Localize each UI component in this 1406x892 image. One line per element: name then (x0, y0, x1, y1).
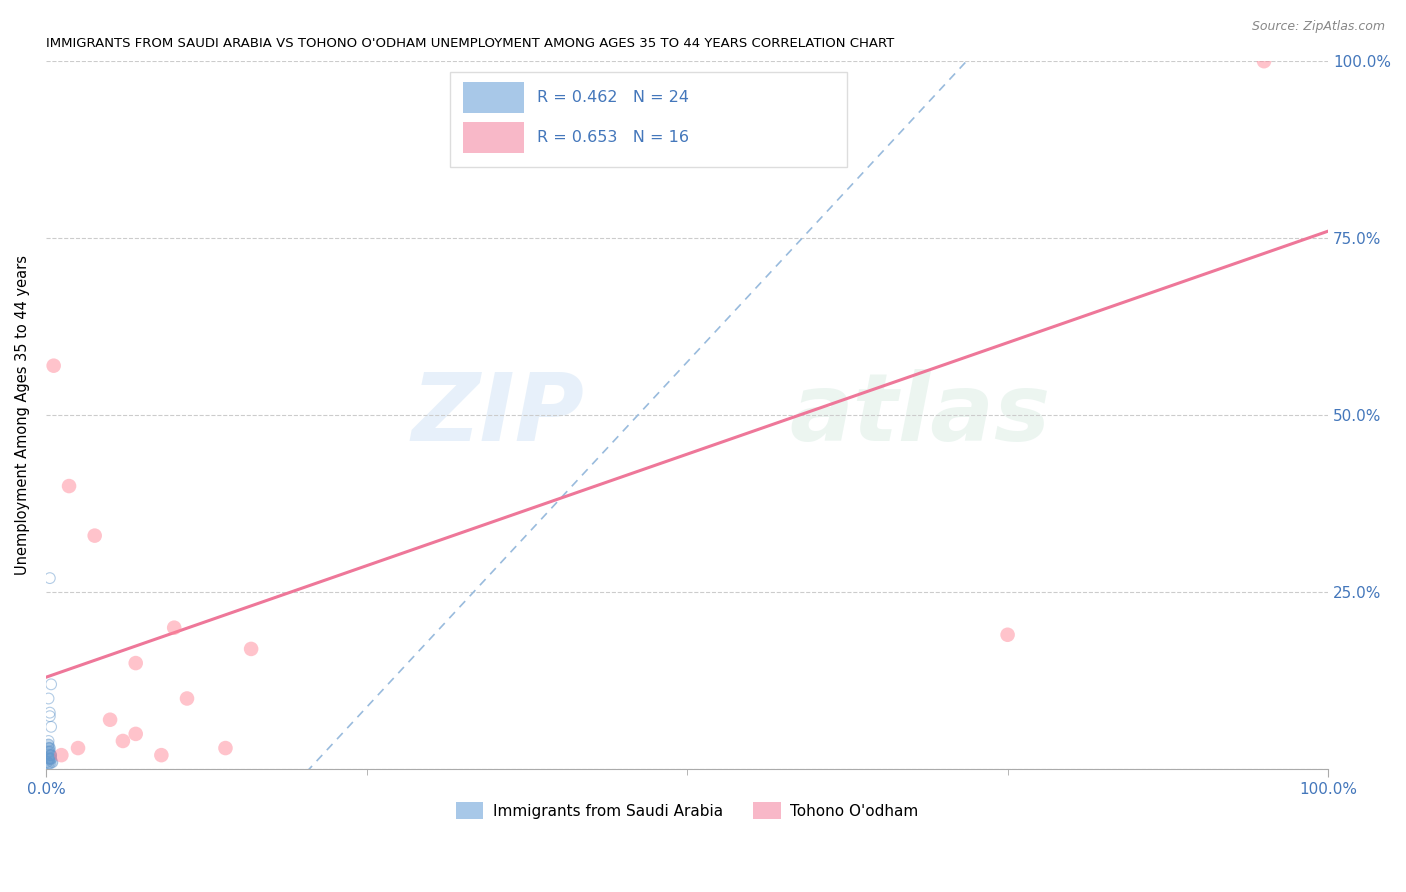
Text: IMMIGRANTS FROM SAUDI ARABIA VS TOHONO O'ODHAM UNEMPLOYMENT AMONG AGES 35 TO 44 : IMMIGRANTS FROM SAUDI ARABIA VS TOHONO O… (46, 37, 894, 50)
Point (38, 752, 60, 766)
Point (1253, 54, 1275, 69)
Point (51, 748, 73, 763)
Point (38, 571, 60, 585)
Point (41, 756, 63, 770)
Point (38, 756, 60, 771)
Point (38, 752, 60, 766)
Legend: Immigrants from Saudi Arabia, Tohono O'odham: Immigrants from Saudi Arabia, Tohono O'o… (450, 796, 924, 825)
Point (37, 756, 59, 770)
Point (125, 656, 148, 670)
FancyBboxPatch shape (463, 122, 524, 153)
Point (38, 741, 60, 756)
FancyBboxPatch shape (450, 72, 848, 168)
Point (39, 720, 62, 734)
Point (163, 621, 186, 635)
Point (150, 748, 173, 763)
Point (39, 752, 62, 766)
Point (214, 741, 236, 756)
Point (38, 706, 60, 720)
Point (66, 741, 89, 756)
Point (39, 748, 62, 763)
Point (39, 677, 62, 691)
Point (98, 713, 121, 727)
Point (58, 479, 80, 493)
Point (42, 359, 65, 373)
Point (38, 709, 60, 723)
Point (38, 745, 60, 759)
Point (38, 745, 60, 759)
Point (240, 641, 263, 656)
Point (176, 691, 198, 706)
Text: atlas: atlas (790, 369, 1050, 461)
Point (997, 628, 1019, 642)
Point (38, 745, 60, 759)
Point (83, 528, 105, 542)
Point (38, 752, 60, 766)
Point (38, 741, 60, 756)
Point (38, 756, 60, 771)
Point (39, 748, 62, 763)
Text: R = 0.653   N = 16: R = 0.653 N = 16 (537, 130, 689, 145)
Point (38, 752, 60, 766)
Point (38, 738, 60, 752)
Point (37, 756, 59, 770)
FancyBboxPatch shape (463, 82, 524, 113)
Text: R = 0.462   N = 24: R = 0.462 N = 24 (537, 89, 689, 104)
Point (38, 756, 60, 771)
Point (38, 691, 60, 706)
Y-axis label: Unemployment Among Ages 35 to 44 years: Unemployment Among Ages 35 to 44 years (15, 255, 30, 575)
Point (38, 748, 60, 763)
Text: Source: ZipAtlas.com: Source: ZipAtlas.com (1251, 20, 1385, 33)
Point (41, 756, 63, 770)
Point (39, 752, 62, 766)
Point (125, 727, 148, 741)
Point (38, 738, 60, 752)
Point (39, 748, 62, 763)
Text: ZIP: ZIP (412, 369, 585, 461)
Point (38, 741, 60, 756)
Point (38, 734, 60, 748)
Point (111, 734, 134, 748)
Point (39, 748, 62, 763)
Point (38, 752, 60, 766)
